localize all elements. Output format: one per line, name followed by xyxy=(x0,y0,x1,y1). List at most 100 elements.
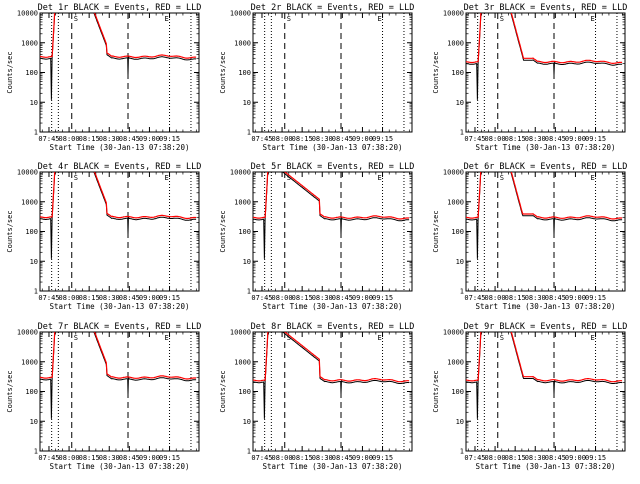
x-tick-label: 08:45 xyxy=(545,454,566,462)
y-tick-label: 100 xyxy=(451,388,464,396)
x-tick-label: 08:45 xyxy=(332,294,353,302)
x-tick-label: 08:30 xyxy=(312,294,333,302)
x-tick-label: 07:45 xyxy=(251,454,272,462)
events-series-line xyxy=(466,172,623,259)
y-tick-label: 1000 xyxy=(21,358,38,366)
chart-panel-3: Det 3r BLACK = Events, RED = LLD 1 10 100 10… xyxy=(432,3,628,152)
y-tick-label: 1 xyxy=(247,129,251,137)
y-tick-label: 10000 xyxy=(443,329,464,337)
x-axis-label: Start Time (30-Jan-13 07:38:20) xyxy=(50,462,190,471)
x-tick-label: 07:45 xyxy=(38,294,59,302)
x-tick-label: 09:00 xyxy=(352,135,373,143)
x-tick-label: 09:15 xyxy=(159,294,180,302)
x-tick-label: 07:45 xyxy=(38,135,59,143)
x-tick-label: 09:15 xyxy=(159,135,180,143)
y-tick-label: 10 xyxy=(243,99,251,107)
x-tick-label: 08:15 xyxy=(79,454,100,462)
plot-frame xyxy=(252,12,413,133)
chart-title: Det 8r BLACK = Events, RED = LLD xyxy=(251,322,415,332)
y-tick-label: 10000 xyxy=(230,169,251,177)
chart-title: Det 5r BLACK = Events, RED = LLD xyxy=(251,162,415,172)
x-axis-label: Start Time (30-Jan-13 07:38:20) xyxy=(476,462,616,471)
x-tick-label: 07:45 xyxy=(251,294,272,302)
x-tick-label: 08:15 xyxy=(292,135,313,143)
x-axis-label: Start Time (30-Jan-13 07:38:20) xyxy=(50,302,190,311)
x-tick-label: 09:00 xyxy=(565,454,586,462)
y-tick-label: 10000 xyxy=(17,329,38,337)
y-tick-label: 10000 xyxy=(443,169,464,177)
y-axis-label: Counts/sec xyxy=(432,51,440,93)
chart-title: Det 1r BLACK = Events, RED = LLD xyxy=(38,3,202,13)
x-tick-label: 08:15 xyxy=(292,294,313,302)
y-tick-label: 10 xyxy=(30,258,38,266)
x-tick-label: 08:15 xyxy=(79,135,100,143)
x-tick-label: 09:15 xyxy=(585,294,606,302)
start-marker-label: S xyxy=(74,334,78,342)
x-tick-label: 07:45 xyxy=(251,135,272,143)
x-tick-label: 09:00 xyxy=(565,294,586,302)
chart-panel-5: Det 5r BLACK = Events, RED = LLD 1 10 100 10… xyxy=(219,162,415,311)
x-tick-label: 08:30 xyxy=(525,135,546,143)
end-marker-label: E xyxy=(165,174,169,182)
x-tick-label: 08:45 xyxy=(119,454,140,462)
events-series-line xyxy=(253,172,410,259)
plot-frame xyxy=(465,331,626,452)
y-tick-label: 1 xyxy=(460,129,464,137)
chart-title: Det 3r BLACK = Events, RED = LLD xyxy=(464,3,628,13)
y-tick-label: 1 xyxy=(34,448,38,456)
x-tick-label: 08:30 xyxy=(312,454,333,462)
x-tick-label: 08:00 xyxy=(272,454,293,462)
x-tick-label: 07:45 xyxy=(464,454,485,462)
end-marker-label: E xyxy=(591,15,595,23)
x-tick-label: 08:00 xyxy=(272,135,293,143)
x-axis-label: Start Time (30-Jan-13 07:38:20) xyxy=(476,302,616,311)
plot-frame xyxy=(252,331,413,452)
events-series-line xyxy=(40,13,197,100)
y-tick-label: 10 xyxy=(243,418,251,426)
plot-frame xyxy=(39,331,200,452)
x-tick-label: 07:45 xyxy=(464,294,485,302)
x-tick-label: 08:15 xyxy=(505,454,526,462)
y-axis-label: Counts/sec xyxy=(432,370,440,412)
events-series-line xyxy=(40,172,197,259)
x-axis-label: Start Time (30-Jan-13 07:38:20) xyxy=(263,143,403,152)
x-tick-label: 08:00 xyxy=(485,454,506,462)
y-tick-label: 100 xyxy=(238,228,251,236)
start-marker-label: S xyxy=(287,334,291,342)
x-tick-label: 08:30 xyxy=(525,454,546,462)
y-tick-label: 10 xyxy=(456,99,464,107)
end-marker-label: E xyxy=(165,15,169,23)
y-tick-label: 1000 xyxy=(447,39,464,47)
x-tick-label: 08:30 xyxy=(99,135,120,143)
events-series-line xyxy=(466,13,623,100)
x-tick-label: 08:00 xyxy=(59,454,80,462)
x-tick-label: 09:15 xyxy=(585,454,606,462)
x-tick-label: 08:00 xyxy=(485,135,506,143)
start-marker-label: S xyxy=(74,174,78,182)
chart-panel-8: Det 8r BLACK = Events, RED = LLD 1 10 100 10… xyxy=(219,322,415,471)
x-tick-label: 08:15 xyxy=(505,135,526,143)
lld-series-line xyxy=(466,172,623,220)
y-tick-label: 10000 xyxy=(17,169,38,177)
start-marker-label: S xyxy=(500,174,504,182)
x-axis-label: Start Time (30-Jan-13 07:38:20) xyxy=(263,462,403,471)
y-axis-label: Counts/sec xyxy=(432,210,440,252)
y-tick-label: 100 xyxy=(25,228,38,236)
y-tick-label: 1000 xyxy=(21,39,38,47)
x-tick-label: 08:45 xyxy=(119,294,140,302)
y-tick-label: 1 xyxy=(460,288,464,296)
end-marker-label: E xyxy=(378,334,382,342)
x-tick-label: 09:00 xyxy=(352,294,373,302)
y-tick-label: 1000 xyxy=(21,198,38,206)
lld-series-line xyxy=(40,332,197,380)
chart-title: Det 6r BLACK = Events, RED = LLD xyxy=(464,162,628,172)
chart-title: Det 9r BLACK = Events, RED = LLD xyxy=(464,322,628,332)
chart-panel-6: Det 6r BLACK = Events, RED = LLD 1 10 100 10… xyxy=(432,162,628,311)
lld-series-line xyxy=(466,332,623,383)
y-tick-label: 10 xyxy=(456,418,464,426)
y-tick-label: 1 xyxy=(34,129,38,137)
y-tick-label: 100 xyxy=(451,69,464,77)
chart-panel-7: Det 7r BLACK = Events, RED = LLD 1 10 100 10… xyxy=(6,322,201,471)
